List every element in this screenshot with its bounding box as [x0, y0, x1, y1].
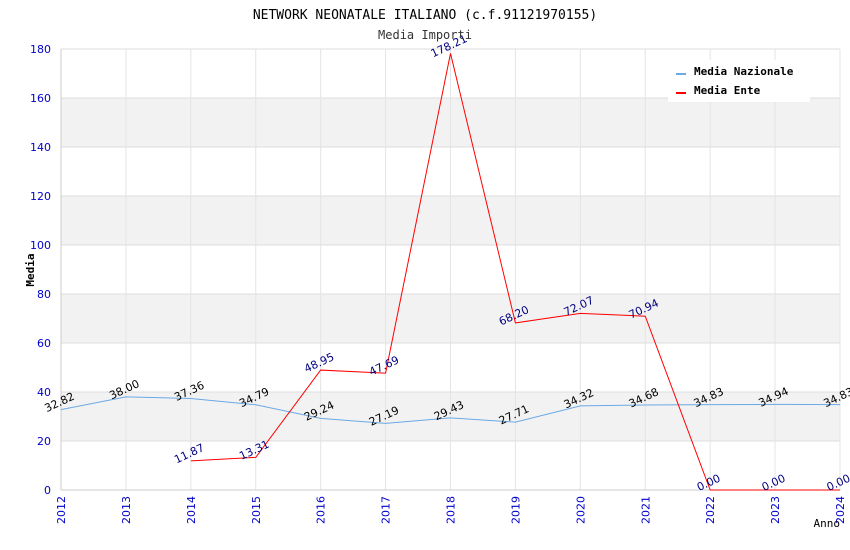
series-lines [60, 53, 841, 491]
x-tick-label: 2019 [509, 496, 522, 524]
legend-label-media-nazionale: Media Nazionale [694, 65, 794, 78]
data-label-media-ente: 0.00 [695, 472, 723, 494]
y-tick-label: 80 [37, 288, 51, 301]
y-tick-label: 20 [37, 435, 51, 448]
data-label-media-ente: 47.69 [367, 353, 401, 378]
x-tick-label: 2015 [250, 496, 263, 524]
y-tick-label: 160 [30, 92, 51, 105]
x-tick-label: 2020 [574, 496, 587, 524]
legend-box [668, 60, 810, 102]
x-tick-label: 2012 [55, 496, 68, 524]
x-tick-label: 2013 [120, 496, 133, 524]
data-label-media-ente: 11.87 [172, 441, 206, 466]
x-tick-label: 2024 [834, 496, 847, 524]
y-tick-label: 140 [30, 141, 51, 154]
y-tick-label: 180 [30, 43, 51, 56]
legend: Media Nazionale Media Ente [668, 60, 810, 102]
y-tick-labels: 0 20 40 60 80 100 120 140 160 180 [30, 43, 51, 497]
chart-subtitle: Media Importi [378, 28, 472, 42]
x-tick-label: 2021 [639, 496, 652, 524]
x-tick-label: 2018 [445, 496, 458, 524]
x-tick-labels: 2012 2013 2014 2015 2016 2017 2018 2019 2020 2021… [55, 496, 847, 524]
y-tick-label: 40 [37, 386, 51, 399]
x-tick-label: 2014 [185, 496, 198, 524]
data-label-media-ente: 0.00 [825, 472, 850, 494]
x-tick-label: 2022 [704, 496, 717, 524]
legend-label-media-ente: Media Ente [694, 84, 761, 97]
series-line-media-nazionale [60, 396, 841, 424]
x-tick-label: 2023 [769, 496, 782, 524]
y-tick-label: 100 [30, 239, 51, 252]
series-line-media-ente [190, 53, 840, 491]
y-tick-label: 0 [44, 484, 51, 497]
chart-title: NETWORK NEONATALE ITALIANO (c.f.91121970… [253, 8, 597, 23]
x-axis-label: Anno [814, 517, 841, 530]
y-axis-label: Media [24, 253, 37, 286]
y-tick-label: 60 [37, 337, 51, 350]
x-tick-label: 2016 [315, 496, 328, 524]
x-tick-label: 2017 [380, 496, 393, 524]
data-label-media-ente: 0.00 [760, 472, 788, 494]
y-tick-label: 120 [30, 190, 51, 203]
